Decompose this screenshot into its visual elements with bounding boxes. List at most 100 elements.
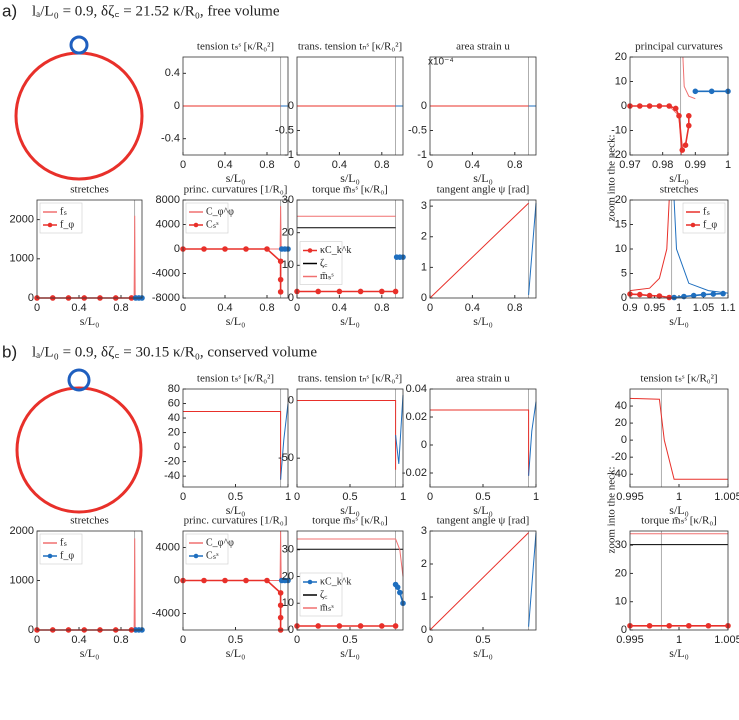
bud-shape — [69, 35, 89, 55]
chart-title: trans. tension tₙˢ [κ/R₀²] — [298, 41, 402, 53]
y-tick-label: 0 — [288, 100, 294, 112]
series-marker — [264, 577, 270, 584]
series-marker — [379, 288, 385, 295]
chart-title: tension tₛˢ [κ/R₀²] — [197, 41, 274, 53]
x-tick-label: 0 — [180, 159, 186, 171]
x-axis-label: s/L₀ — [669, 503, 689, 517]
x-tick-label: 0.97 — [619, 159, 640, 171]
y-tick-label: 0 — [174, 243, 180, 255]
y-tick-label: 1000 — [10, 574, 34, 586]
y-tick-label: 0.02 — [406, 411, 427, 423]
series-marker — [710, 291, 717, 297]
series-line — [528, 532, 537, 627]
y-tick-label: -8000 — [152, 292, 180, 304]
plot-frame — [629, 388, 729, 488]
plot-frame — [629, 530, 729, 631]
series-marker — [686, 122, 692, 129]
y-tick-label: 2 — [421, 558, 427, 570]
legend-label: Cₛˢ — [206, 550, 219, 561]
x-tick-label: 0.8 — [374, 302, 389, 314]
legend-label: m̄ₛˢ — [320, 271, 334, 282]
y-tick-label: 1 — [421, 261, 427, 273]
chart-title: torque m̄ₛˢ [κ/R₀] — [312, 184, 388, 196]
x-tick-label: 0.5 — [475, 634, 490, 646]
series-marker — [646, 103, 653, 109]
chart-title: tangent angle ψ [rad] — [437, 515, 530, 527]
legend-label: f_φ — [60, 219, 74, 230]
series-marker — [336, 288, 343, 295]
series-marker — [692, 88, 699, 95]
x-tick-label: 0.5 — [342, 634, 357, 646]
y-tick-label: -20 — [611, 451, 627, 463]
series-marker — [637, 291, 643, 298]
y-tick-label: 20 — [615, 417, 627, 429]
x-axis-label: s/L₀ — [340, 646, 360, 660]
y-tick-label: 0.04 — [406, 383, 427, 395]
y-tick-label: 4000 — [156, 218, 180, 230]
series-line — [528, 203, 537, 295]
series-marker — [222, 577, 228, 584]
y-tick-label: 2000 — [10, 214, 34, 226]
x-tick-label: 0.8 — [113, 634, 128, 646]
legend-marker — [193, 222, 199, 228]
legend-label: ζ꜀ — [320, 589, 328, 600]
chart-title: princ. curvatures [1/R₀] — [184, 515, 288, 527]
y-tick-label: -10 — [611, 124, 627, 136]
series-marker — [277, 258, 284, 265]
y-tick-label: 15 — [615, 218, 627, 230]
y-tick-label: -0.5 — [408, 124, 427, 136]
x-tick-label: 0.4 — [217, 302, 232, 314]
chart-title: torque m̄ₛˢ [κ/R₀] — [312, 515, 388, 527]
series-marker — [277, 602, 284, 609]
series-line — [673, 199, 729, 294]
x-tick-label: 1 — [285, 491, 291, 503]
y-tick-label: -20 — [611, 149, 627, 161]
y-tick-label: 10 — [282, 259, 294, 271]
x-axis-label: s/L₀ — [226, 171, 246, 185]
y-tick-label: 30 — [615, 539, 627, 551]
y-tick-label: 20 — [282, 227, 294, 239]
series-marker — [201, 246, 207, 252]
x-tick-label: 0.8 — [113, 302, 128, 314]
series-marker — [222, 246, 228, 252]
y-tick-label: -20 — [164, 455, 180, 467]
y-tick-label: -1 — [417, 149, 427, 161]
y-tick-label: -4000 — [152, 267, 180, 279]
x-tick-label: 1.005 — [714, 491, 739, 503]
y-tick-label: 30 — [282, 194, 294, 206]
series-marker — [656, 103, 663, 109]
y-tick-label: 40 — [168, 412, 180, 424]
y-tick-label: 20 — [282, 570, 294, 582]
plot-frame — [629, 199, 729, 299]
y-tick-label: 4000 — [156, 541, 180, 553]
x-axis-label: s/L₀ — [80, 646, 100, 660]
series-marker — [682, 142, 689, 148]
x-tick-label: 0 — [294, 491, 300, 503]
series-line — [429, 202, 529, 299]
x-tick-label: 0 — [294, 159, 300, 171]
series-marker — [705, 622, 712, 629]
x-axis-label: s/L₀ — [669, 646, 689, 660]
x-tick-label: 0 — [180, 634, 186, 646]
plot-frame — [429, 388, 537, 488]
legend-marker — [307, 248, 313, 253]
bud-shape — [67, 368, 91, 392]
chart-title: tension tₛˢ [κ/R₀²] — [640, 373, 717, 385]
y-tick-label: 0 — [621, 100, 627, 112]
series-marker — [671, 294, 677, 301]
plot-frame — [429, 56, 537, 156]
x-tick-label: 0 — [427, 491, 433, 503]
y-tick-label: -4000 — [152, 607, 180, 619]
series-marker — [357, 288, 364, 295]
series-marker — [394, 584, 401, 590]
y-tick-label: -40 — [611, 468, 627, 480]
x-tick-label: 1.005 — [714, 634, 739, 646]
x-tick-label: 0.99 — [685, 159, 706, 171]
legend-label: m̄ₛˢ — [320, 602, 334, 613]
plot-frame — [182, 56, 289, 156]
series-marker — [243, 577, 249, 584]
series-marker — [277, 289, 284, 295]
legend-box — [185, 533, 229, 565]
x-tick-label: 0 — [34, 302, 40, 314]
series-line — [183, 248, 282, 292]
